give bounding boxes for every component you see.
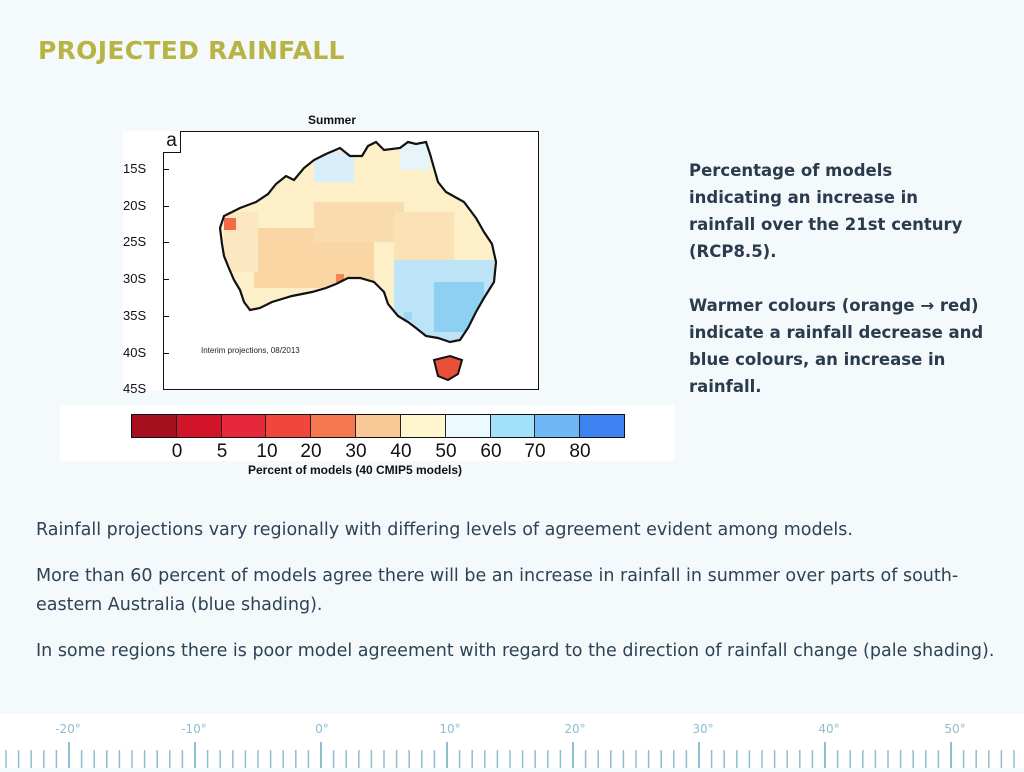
- ruler-label: 40°: [818, 722, 839, 736]
- interim-note: Interim projections, 08/2013: [201, 346, 300, 355]
- legend-color-cell: [132, 415, 177, 437]
- ruler-label: 50°: [944, 722, 965, 736]
- legend-color-cell: [535, 415, 581, 437]
- latitude-tick: [163, 279, 169, 280]
- legend-color-cell: [445, 415, 491, 437]
- legend-caption: Percent of models (40 CMIP5 models): [247, 463, 463, 477]
- legend-tick-label: 10: [256, 441, 278, 462]
- figure-title: Summer: [307, 113, 357, 127]
- legend-color-cell: [311, 415, 357, 437]
- latitude-label: 45S: [123, 381, 147, 396]
- body-paragraph: More than 60 percent of models agree the…: [36, 566, 959, 615]
- legend-tick-label: 80: [569, 441, 591, 462]
- latitude-label: 25S: [123, 234, 147, 249]
- legend-tick-label: 0: [171, 441, 183, 462]
- ruler-background: [0, 714, 1024, 768]
- latitude-tick: [163, 242, 169, 243]
- ruler-label: 0°: [315, 722, 329, 736]
- legend-tick-label: 50: [435, 441, 457, 462]
- legend-color-cell: [356, 415, 401, 437]
- ruler-label: -20°: [55, 722, 81, 736]
- latitude-tick: [163, 353, 169, 354]
- legend-tick-label: 30: [345, 441, 367, 462]
- ruler-label: -10°: [181, 722, 207, 736]
- legend-color-cell: [221, 415, 267, 437]
- latitude-label: 20S: [123, 198, 147, 213]
- legend-colorbar: [131, 414, 625, 438]
- legend-color-cell: [400, 415, 446, 437]
- body-paragraph: Rainfall projections vary regionally wit…: [36, 520, 853, 540]
- ruler-label: 30°: [692, 722, 713, 736]
- latitude-label: 30S: [123, 271, 147, 286]
- body-text: Rainfall projections vary regionally wit…: [36, 516, 996, 683]
- legend-color-cell: [580, 415, 624, 437]
- legend-tick-label: 5: [216, 441, 228, 462]
- slide-title: PROJECTED RAINFALL: [38, 36, 345, 65]
- legend-color-cell: [266, 415, 312, 437]
- legend-tick-label: 20: [300, 441, 322, 462]
- legend-color-cell: [490, 415, 536, 437]
- latitude-label: 35S: [123, 308, 147, 323]
- ruler-label: 20°: [564, 722, 585, 736]
- description-paragraph: Percentage of models indicating an incre…: [689, 161, 963, 261]
- latitude-tick: [163, 169, 169, 170]
- decorative-ruler: -20° -10° 0° 10° 20° 30° 40° 50°: [0, 714, 1024, 768]
- latitude-label: 15S: [123, 161, 147, 176]
- latitude-tick: [163, 206, 169, 207]
- australia-rainfall-map: [163, 131, 539, 390]
- map-panel-label: a: [163, 131, 181, 153]
- latitude-label: 40S: [123, 345, 147, 360]
- latitude-tick: [163, 316, 169, 317]
- figure-description: Percentage of models indicating an incre…: [689, 157, 989, 427]
- description-paragraph: Warmer colours (orange → red) indicate a…: [689, 296, 984, 396]
- legend-tick-label: 60: [480, 441, 502, 462]
- legend-tick-label: 40: [390, 441, 412, 462]
- legend-color-cell: [176, 415, 222, 437]
- ruler-label: 10°: [439, 722, 460, 736]
- body-paragraph: In some regions there is poor model agre…: [36, 641, 995, 661]
- legend-tick-label: 70: [524, 441, 546, 462]
